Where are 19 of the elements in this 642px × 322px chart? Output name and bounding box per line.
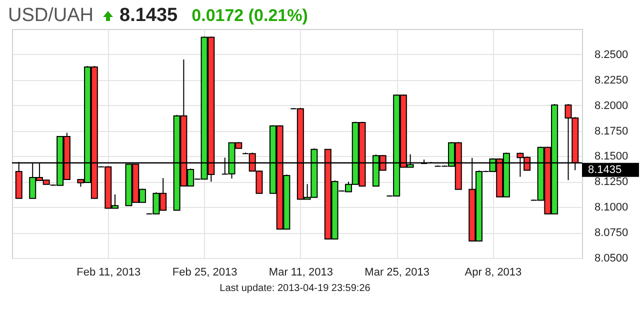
y-tick-label: 8.1000: [594, 202, 628, 214]
y-tick-label: 8.2250: [594, 74, 628, 86]
y-tick-label: 8.2000: [594, 100, 628, 112]
ref-line-label: 8.1435: [588, 164, 622, 176]
text: 0.0172 (0.21%): [192, 6, 308, 26]
y-tick-label: 8.1250: [594, 176, 628, 188]
y-tick-label: 8.1750: [594, 125, 628, 138]
x-tick-label: Mar 25, 2013: [364, 266, 430, 278]
x-tick-label: Apr 8, 2013: [464, 266, 522, 278]
y-tick-label: 8.0500: [594, 252, 628, 264]
x-tick-label: Feb 25, 2013: [172, 266, 238, 278]
x-tick-label: Mar 11, 2013: [268, 266, 333, 278]
y-tick-label: 8.0750: [594, 227, 628, 240]
chart-title: USD/UAH: [8, 5, 94, 27]
y-tick-label: 8.2500: [594, 48, 628, 61]
x-tick-label: Feb 11, 2013: [76, 266, 141, 278]
text: Last update: 2013-04-19 23:59:26: [218, 283, 372, 294]
y-tick-label: 8.1500: [594, 150, 628, 163]
chart-subtitle: 8.1435: [120, 5, 178, 27]
